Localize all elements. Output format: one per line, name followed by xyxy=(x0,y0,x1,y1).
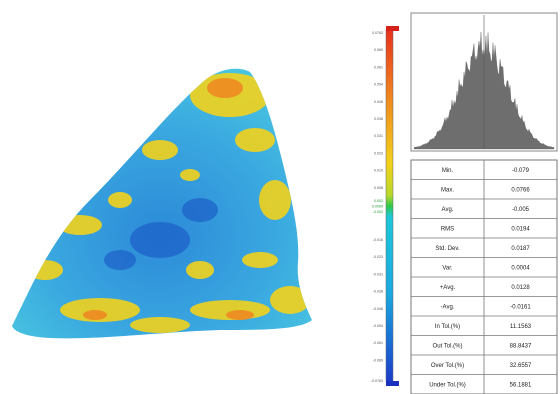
stat-value: 0.0194 xyxy=(511,226,530,232)
scale-label: 0.069 xyxy=(374,48,383,52)
scale-label: 0.015 xyxy=(374,169,383,173)
scale-label: 0.008 xyxy=(374,186,383,190)
scale-label: -0.016 xyxy=(373,238,383,242)
stat-value: -0.079 xyxy=(512,168,530,174)
stat-value: 32.6557 xyxy=(510,363,532,369)
scale-label: -0.031 xyxy=(373,272,383,276)
stat-label: Var. xyxy=(442,265,453,271)
scale-label: 0.023 xyxy=(374,151,383,155)
color-scale xyxy=(386,30,393,382)
stat-label: Out Tol.(%) xyxy=(433,343,463,349)
scale-label: 0.0763 xyxy=(372,31,383,35)
scale-label: -0.0763 xyxy=(371,379,383,383)
stat-label: Over Tol.(%) xyxy=(431,363,464,369)
scale-label: -0.002 xyxy=(373,210,383,214)
stat-value: -0.005 xyxy=(512,207,530,213)
scale-label: 0.038 xyxy=(374,117,383,121)
stat-label: -Avg. xyxy=(441,304,455,310)
scale-label: -0.023 xyxy=(373,255,383,259)
stat-value: -0.0161 xyxy=(510,304,531,310)
stat-label: RMS xyxy=(441,226,454,232)
stat-label: +Avg. xyxy=(440,285,456,291)
scale-label: -0.046 xyxy=(373,307,383,311)
scale-label: 0.046 xyxy=(374,100,383,104)
scale-label: -0.054 xyxy=(373,324,383,328)
scale-label: -0.061 xyxy=(373,341,383,345)
scale-label: 0.061 xyxy=(374,65,383,69)
stat-label: Under Tol.(%) xyxy=(429,382,466,388)
deviation-model xyxy=(0,60,320,350)
screen: 0.0763 0.069 0.061 0.054 0.046 0.038 0.031 0.02… xyxy=(0,0,560,394)
stat-value: 0.0128 xyxy=(511,285,530,291)
scale-label: 0.0000 xyxy=(372,204,383,208)
stat-value: 56.1881 xyxy=(510,382,532,388)
scale-label: 0.054 xyxy=(374,83,383,87)
stat-value: 0.0004 xyxy=(511,265,530,271)
scale-label: -0.069 xyxy=(373,358,383,362)
scale-label: 0.002 xyxy=(374,199,383,203)
stat-label: Max. xyxy=(441,187,454,193)
scale-label: 0.031 xyxy=(374,134,383,138)
scale-max-marker xyxy=(386,26,399,31)
stat-label: Avg. xyxy=(442,207,454,213)
stat-value: 0.0766 xyxy=(511,187,530,193)
stat-value: 0.0187 xyxy=(511,246,530,252)
scale-min-marker xyxy=(386,381,399,386)
stat-value: 88.8437 xyxy=(510,343,532,349)
stat-value: 11.1563 xyxy=(510,324,532,330)
stat-label: Min. xyxy=(442,168,454,174)
stat-label: Std. Dev. xyxy=(435,246,460,252)
stat-label: In Tol.(%) xyxy=(435,324,460,330)
scale-label: -0.038 xyxy=(373,290,383,294)
